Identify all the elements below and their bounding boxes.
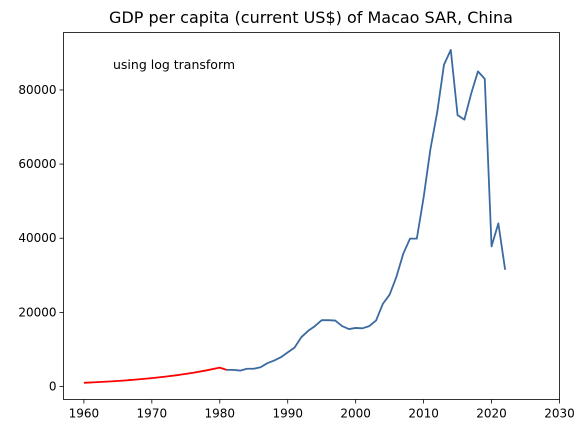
x-axis-ticks: 1960 1970 1980 1990 2000 2010 2020 2030 [69, 399, 575, 421]
series-line-2 [226, 49, 507, 372]
chart-title: GDP per capita (current US$) of Macao SA… [109, 8, 513, 27]
x-tick-label: 1990 [272, 407, 303, 421]
y-tick-label: 60000 [18, 157, 56, 171]
annotation-text: using log transform [113, 57, 235, 72]
y-tick-label: 20000 [18, 305, 56, 319]
y-tick-label: 0 [49, 380, 57, 394]
x-tick-label: 2000 [340, 407, 371, 421]
y-axis-ticks: 0 20000 40000 60000 80000 [18, 83, 64, 394]
y-tick-label: 40000 [18, 231, 56, 245]
x-tick-label: 1960 [69, 407, 100, 421]
x-tick-label: 2010 [408, 407, 439, 421]
series-layer [83, 49, 507, 384]
x-tick-label: 2020 [476, 407, 507, 421]
x-tick-label: 2030 [544, 407, 575, 421]
x-tick-label: 1980 [205, 407, 236, 421]
series-line-1 [83, 366, 227, 384]
plot-area [63, 32, 560, 400]
y-tick-label: 80000 [18, 83, 56, 97]
x-tick-label: 1970 [137, 407, 168, 421]
